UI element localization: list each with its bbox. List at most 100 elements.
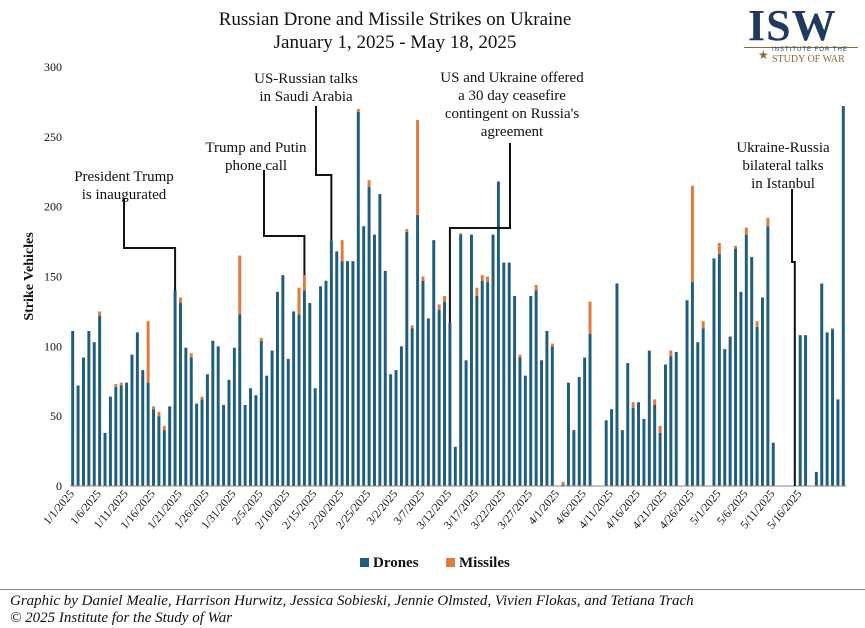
- logo-line-2: STUDY OF WAR: [772, 54, 845, 65]
- legend-label: Drones: [373, 555, 419, 571]
- missile-bar: [367, 180, 371, 188]
- drone-bar: [238, 314, 242, 486]
- annotation-text: Trump and Putin: [205, 140, 307, 156]
- drone-bar: [653, 404, 657, 486]
- drone-bar: [125, 382, 129, 486]
- drone-bar: [437, 310, 441, 486]
- drone-bar: [712, 258, 716, 486]
- missile-bar: [114, 384, 118, 387]
- y-tick-label: 300: [44, 60, 62, 74]
- drone-bar: [663, 364, 667, 486]
- drone-bar: [771, 442, 775, 486]
- missile-bar: [475, 287, 479, 297]
- annotation-text: bilateral talks: [742, 158, 823, 174]
- drone-bar: [367, 187, 371, 486]
- missile-bar: [146, 321, 150, 383]
- drone-bar: [831, 329, 835, 486]
- annotation-text: in Istanbul: [751, 176, 815, 192]
- annotation-text: US and Ukraine offered: [440, 70, 584, 86]
- isw-logo: ISW ★ INSTITUTE FOR THE STUDY OF WAR: [744, 4, 862, 66]
- missile-bar: [831, 328, 835, 330]
- missile-bar: [178, 297, 182, 304]
- drone-bar: [744, 234, 748, 486]
- credit-line: Graphic by Daniel Mealie, Harrison Hurwi…: [10, 593, 694, 609]
- drone-bar: [728, 336, 732, 486]
- drone-bar: [491, 234, 495, 486]
- drone-bar: [459, 234, 463, 486]
- drone-bar: [620, 430, 624, 486]
- drone-bar: [690, 282, 694, 486]
- drone-bar: [335, 251, 339, 486]
- missile-bar: [405, 229, 409, 232]
- drone-bar: [588, 333, 592, 486]
- drone-bar: [685, 300, 689, 486]
- drone-bar: [249, 388, 253, 486]
- drone-bar: [540, 360, 544, 486]
- drone-bar: [405, 231, 409, 486]
- drone-bar: [642, 418, 646, 486]
- drone-bar: [734, 248, 738, 486]
- missile-bar: [669, 350, 673, 357]
- missile-bar: [152, 406, 156, 410]
- missile-bar: [658, 425, 662, 433]
- missile-bar: [98, 311, 102, 316]
- chart-title: Russian Drone and Missile Strikes on Ukr…: [218, 9, 572, 30]
- drone-bar: [81, 357, 85, 486]
- annotation-connector: [263, 170, 306, 276]
- drone-bar: [502, 262, 506, 486]
- drone-bar: [631, 407, 635, 486]
- y-axis-label: Strike Vehicles: [22, 232, 37, 321]
- drone-bar: [583, 357, 587, 486]
- drone-bar: [114, 386, 118, 486]
- annotation-connector: [315, 106, 333, 241]
- y-tick-label: 100: [44, 339, 62, 353]
- drone-bar: [135, 332, 139, 486]
- annotation-text: in Saudi Arabia: [259, 89, 353, 105]
- missile-bar: [755, 321, 759, 327]
- drone-bar: [416, 215, 420, 486]
- missile-bar: [238, 255, 242, 315]
- missile-bar: [766, 217, 770, 227]
- missile-bar: [162, 425, 166, 431]
- drone-bar: [157, 416, 161, 486]
- annotation-text: President Trump: [74, 169, 174, 185]
- drone-bar: [545, 330, 549, 486]
- drone-bar: [674, 351, 678, 486]
- missile-bar: [356, 108, 360, 112]
- drone-bar: [626, 363, 630, 486]
- annotation-connector: [791, 189, 796, 486]
- drone-bar: [804, 335, 808, 486]
- drone-bar: [92, 342, 96, 486]
- footer-divider: [0, 589, 865, 590]
- chart-subtitle: January 1, 2025 - May 18, 2025: [273, 32, 517, 53]
- annotation-text: is inaugurated: [82, 187, 167, 203]
- annotation-text: phone call: [225, 158, 287, 174]
- missile-bar: [119, 382, 123, 386]
- legend-label: Missiles: [459, 555, 510, 571]
- annotation-text: agreement: [481, 124, 544, 140]
- drone-bar: [98, 315, 102, 486]
- drone-bar: [410, 328, 414, 486]
- drone-bar: [610, 409, 614, 486]
- drone-bar: [637, 402, 641, 486]
- annotation-text: US-Russian talks: [254, 71, 358, 87]
- drone-bar: [162, 430, 166, 486]
- missile-bar: [690, 185, 694, 283]
- drone-bar: [421, 280, 425, 486]
- drone-bar: [717, 254, 721, 486]
- drone-bar: [216, 346, 220, 486]
- drone-bar: [71, 330, 75, 486]
- missile-bar: [701, 321, 705, 329]
- drone-bar: [200, 399, 204, 486]
- copyright-line: © 2025 Institute for the Study of War: [10, 610, 233, 626]
- drone-bar: [265, 375, 269, 486]
- missile-bar: [534, 284, 538, 291]
- drone-bar: [103, 432, 107, 486]
- drone-bar: [383, 270, 387, 486]
- drone-bar: [378, 194, 382, 486]
- drone-bar: [232, 347, 236, 486]
- drone-bar: [604, 420, 608, 486]
- annotation-text: a 30 day ceasefire: [458, 88, 566, 104]
- drone-bar: [108, 396, 112, 486]
